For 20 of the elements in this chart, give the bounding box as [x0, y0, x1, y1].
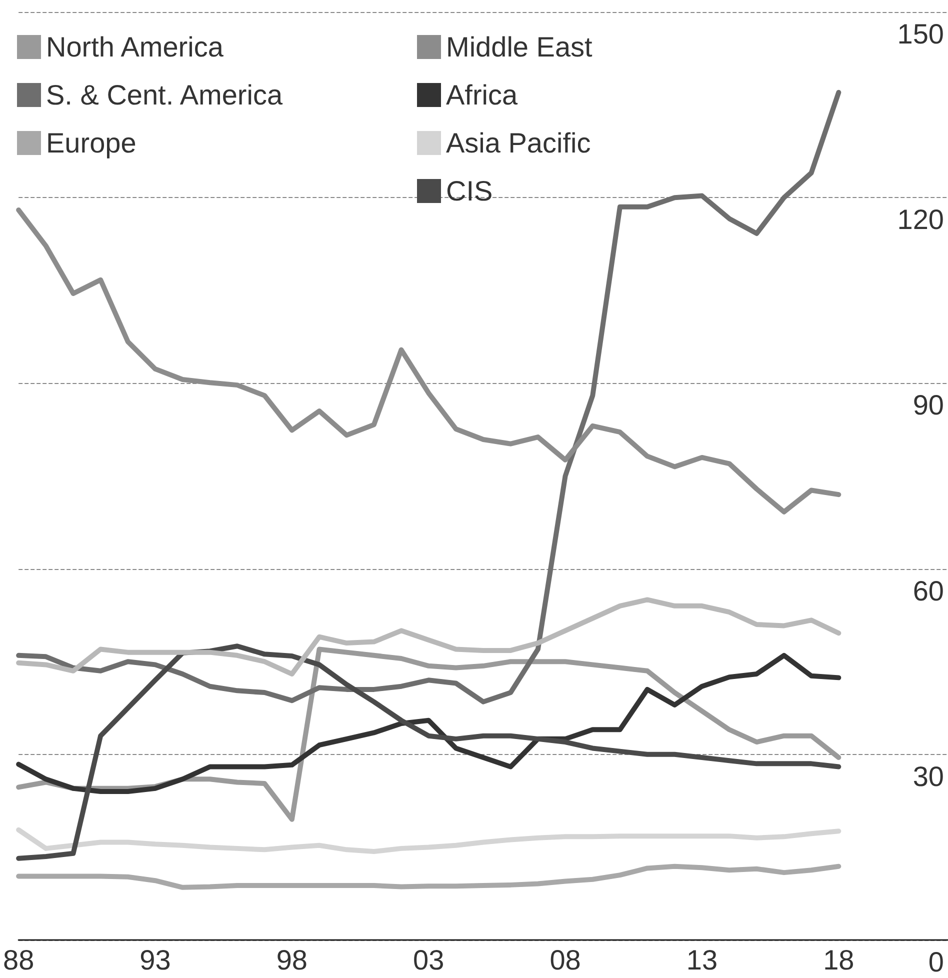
y-tick-label: 120 — [897, 204, 944, 236]
x-tick-label: 88 — [2, 944, 34, 976]
x-tick-label: 93 — [140, 944, 171, 976]
y-tick-label: 150 — [897, 18, 944, 50]
legend-label: Middle East — [446, 32, 593, 62]
legend-label: Asia Pacific — [446, 128, 591, 158]
legend-label: S. & Cent. America — [46, 80, 283, 110]
y-tick-label: 90 — [912, 390, 944, 421]
x-tick-label: 13 — [686, 944, 718, 976]
x-tick-label: 03 — [413, 944, 444, 976]
y-tick-label: 60 — [912, 575, 944, 606]
y-tick-label: 0 — [928, 946, 944, 978]
legend-label: CIS — [446, 176, 493, 206]
legend-label: North America — [46, 32, 224, 62]
x-tick-label: 18 — [823, 944, 854, 976]
y-tick-label: 30 — [912, 760, 944, 792]
legend-label: Africa — [446, 80, 518, 110]
x-tick-label: 98 — [276, 944, 308, 976]
x-tick-label: 08 — [550, 944, 581, 976]
legend-label: Europe — [46, 128, 136, 158]
